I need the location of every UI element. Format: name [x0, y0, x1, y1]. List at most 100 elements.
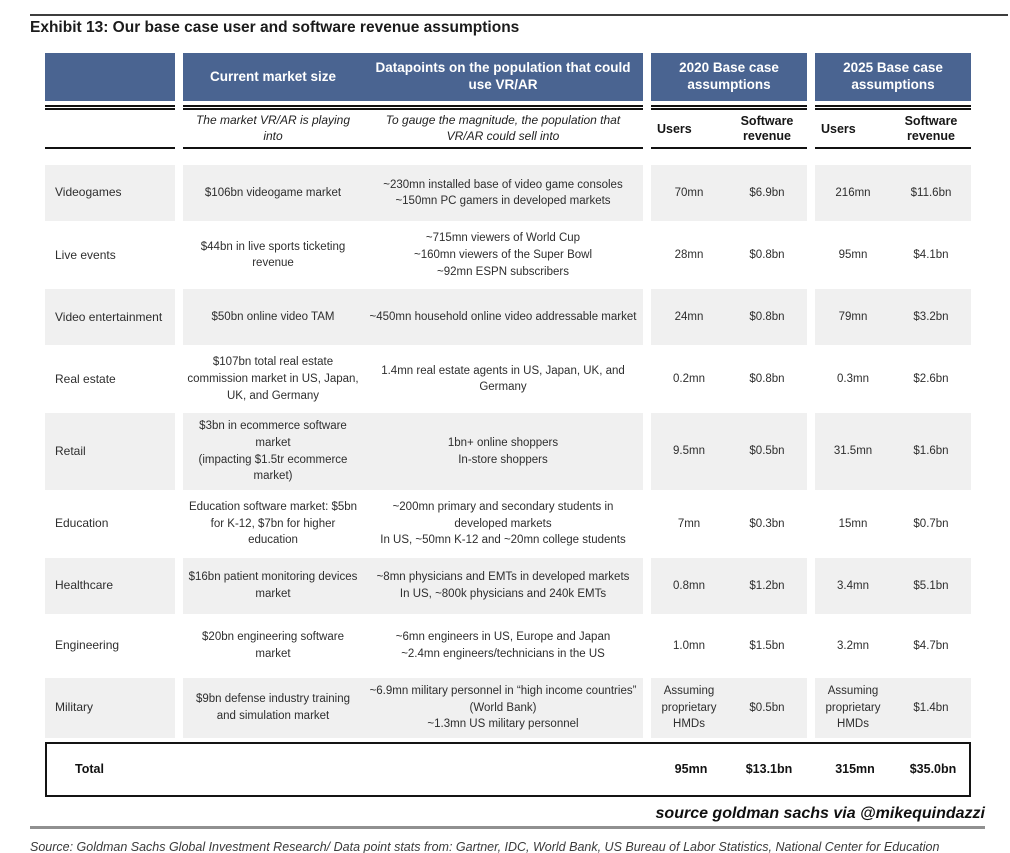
table-row: Engineering $20bn engineering software m… [45, 618, 971, 674]
source-footnote: Source: Goldman Sachs Global Investment … [30, 839, 940, 853]
category-cell: Videogames [45, 165, 175, 222]
base-2020-group: 0.8mn $1.2bn [651, 557, 807, 614]
base-2025-group: Assuming proprietary HMDs $1.4bn [815, 677, 971, 738]
revenue-2020-cell: $6.9bn [749, 186, 785, 199]
exhibit-title: Exhibit 13: Our base case user and softw… [30, 19, 520, 36]
users-2025-cell: 216mn [835, 186, 871, 199]
total-users-2020: 95mn [674, 762, 708, 777]
revenue-2020-cell: $0.8bn [749, 310, 785, 323]
users-2020-cell: 0.2mn [673, 372, 705, 385]
source-attribution: source goldman sachs via @mikequindazzi [655, 804, 985, 822]
market-size-cell: $44bn in live sports ticketing revenue [200, 240, 346, 270]
total-label: Total [75, 762, 104, 777]
subheader-2025-group: Users Software revenue [815, 105, 971, 150]
revenue-2025-cell: $2.6bn [913, 372, 949, 385]
base-2025-group: 0.3mn $2.6bn [815, 349, 971, 409]
table-row: Military $9bn defense industry training … [45, 677, 971, 738]
revenue-2025-cell: $4.7bn [913, 639, 949, 652]
header-blank-cell [45, 53, 175, 101]
base-2020-group: 24mn $0.8bn [651, 289, 807, 346]
base-2020-group: 28mn $0.8bn [651, 225, 807, 285]
datapoints-cell: ~230mn installed base of video game cons… [383, 178, 623, 208]
base-2025-group: 95mn $4.1bn [815, 225, 971, 285]
subheader-datapoints-note: To gauge the magnitude, the population t… [385, 113, 621, 143]
market-size-cell: $9bn defense industry training and simul… [195, 693, 351, 722]
revenue-2020-cell: $0.5bn [749, 445, 785, 458]
revenue-2025-cell: $3.2bn [913, 310, 949, 323]
users-2025-cell: 95mn [838, 248, 868, 261]
market-datapoints-group: $107bn total real estate commission mark… [183, 349, 643, 409]
datapoints-cell: ~715mn viewers of World Cup ~160mn viewe… [413, 232, 593, 278]
revenue-2025-cell: $0.7bn [913, 517, 949, 530]
market-datapoints-group: $3bn in ecommerce software market (impac… [183, 413, 643, 490]
total-users-2025: 315mn [835, 762, 875, 777]
datapoints-cell: ~6.9mn military personnel in “high incom… [369, 684, 637, 731]
total-2020-group: 95mn $13.1bn [653, 744, 809, 795]
subheader-users-2025: Users [821, 121, 856, 136]
header-2025-base-case: 2025 Base case assumptions [815, 53, 971, 101]
table-row: Videogames $106bn videogame market ~230m… [45, 165, 971, 222]
table-row: Education Education software market: $5b… [45, 494, 971, 554]
datapoints-cell: 1bn+ online shoppers In-store shoppers [447, 436, 559, 466]
market-size-cell: $3bn in ecommerce software market (impac… [198, 420, 348, 483]
base-2025-group: 31.5mn $1.6bn [815, 413, 971, 490]
revenue-2025-cell: $4.1bn [913, 248, 949, 261]
market-datapoints-group: $106bn videogame market ~230mn installed… [183, 165, 643, 222]
users-2025-cell: 15mn [838, 517, 868, 530]
subheader-revenue-2020: Software revenue [740, 113, 794, 143]
datapoints-cell: ~200mn primary and secondary students in… [380, 500, 626, 547]
header-market-size: Current market size [209, 68, 337, 84]
revenue-2025-cell: $1.4bn [913, 701, 949, 714]
users-2025-cell: 3.2mn [837, 639, 869, 652]
table-row: Healthcare $16bn patient monitoring devi… [45, 557, 971, 614]
market-datapoints-group: $16bn patient monitoring devices market … [183, 557, 643, 614]
subheader-blank-cell [45, 105, 175, 150]
base-2025-group: 79mn $3.2bn [815, 289, 971, 346]
users-2020-cell: 1.0mn [673, 639, 705, 652]
market-datapoints-group: $50bn online video TAM ~450mn household … [183, 289, 643, 346]
header-datapoints: Datapoints on the population that could … [375, 60, 631, 92]
revenue-2020-cell: $0.8bn [749, 248, 785, 261]
market-datapoints-group: Education software market: $5bn for K-12… [183, 494, 643, 554]
total-revenue-2025: $35.0bn [909, 762, 957, 777]
market-size-cell: $50bn online video TAM [211, 310, 335, 323]
users-2020-cell: 24mn [674, 310, 704, 323]
total-row: Total 95mn $13.1bn 315mn $35.0bn [45, 741, 973, 797]
table-body: Videogames $106bn videogame market ~230m… [45, 165, 971, 738]
base-2020-group: 9.5mn $0.5bn [651, 413, 807, 490]
table-row: Video entertainment $50bn online video T… [45, 289, 971, 346]
market-size-cell: $20bn engineering software market [202, 631, 344, 660]
datapoints-cell: ~450mn household online video addressabl… [369, 310, 637, 323]
category-cell: Engineering [55, 638, 120, 653]
market-datapoints-group: $44bn in live sports ticketing revenue ~… [183, 225, 643, 285]
users-2020-cell: 0.8mn [673, 579, 705, 592]
users-2020-cell: 70mn [674, 186, 704, 199]
footer-divider [30, 825, 985, 829]
top-divider [30, 14, 1008, 16]
users-2025-cell: Assuming proprietary HMDs [825, 684, 881, 731]
category-cell: Healthcare [45, 557, 175, 614]
revenue-2025-cell: $5.1bn [913, 579, 949, 592]
market-size-cell: $16bn patient monitoring devices market [188, 571, 358, 600]
category-cell: Education [55, 516, 109, 531]
table-row: Live events $44bn in live sports ticketi… [45, 225, 971, 285]
subheader-market-note: The market VR/AR is playing into [195, 113, 351, 143]
category-cell: Video entertainment [45, 289, 175, 346]
total-revenue-2020: $13.1bn [745, 762, 793, 777]
subheader-market-group: The market VR/AR is playing into To gaug… [183, 105, 643, 150]
total-2025-group: 315mn $35.0bn [817, 744, 973, 795]
base-2020-group: Assuming proprietary HMDs $0.5bn [651, 677, 807, 738]
subheader-users-2020: Users [657, 121, 692, 136]
base-2025-group: 3.2mn $4.7bn [815, 618, 971, 674]
users-2025-cell: 0.3mn [837, 372, 869, 385]
category-cell: Retail [45, 413, 175, 490]
assumptions-table: Current market size Datapoints on the po… [45, 53, 971, 797]
revenue-2025-cell: $1.6bn [913, 445, 949, 458]
header-2020-base-case: 2020 Base case assumptions [651, 53, 807, 101]
header-market-group: Current market size Datapoints on the po… [183, 53, 643, 101]
subheader-revenue-2025: Software revenue [904, 113, 958, 143]
subheader-2020-group: Users Software revenue [651, 105, 807, 150]
users-2025-cell: 3.4mn [837, 579, 869, 592]
users-2020-cell: Assuming proprietary HMDs [661, 684, 717, 731]
revenue-2020-cell: $1.5bn [749, 639, 785, 652]
